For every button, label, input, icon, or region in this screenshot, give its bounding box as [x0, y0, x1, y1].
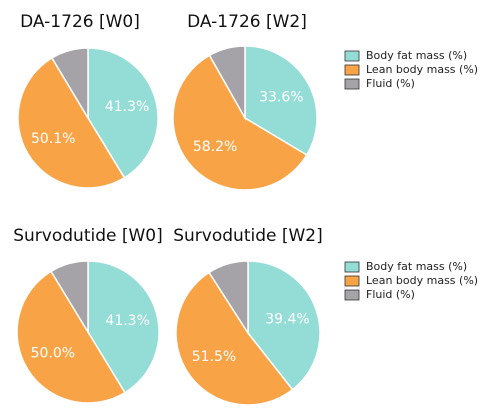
chart-title: Survodutide [W2]: [173, 226, 323, 246]
legend-swatch: [344, 64, 360, 76]
pie-slice: [172, 54, 308, 191]
legend-label: Fluid (%): [366, 77, 415, 90]
pie-slice: [50, 260, 89, 335]
pie-slice: [50, 47, 89, 121]
value-label: 58.2%: [193, 139, 237, 155]
legend-label: Lean body mass (%): [366, 274, 478, 287]
legend-label: Lean body mass (%): [366, 63, 478, 76]
chart-title: DA-1726 [W2]: [187, 12, 307, 32]
value-label: 50.0%: [31, 345, 75, 361]
value-label: 41.3%: [105, 99, 149, 115]
legend-swatch: [344, 261, 360, 273]
value-label: 50.1%: [31, 131, 75, 147]
chart-title: DA-1726 [W0]: [20, 12, 140, 32]
chart-title: Survodutide [W0]: [13, 226, 163, 246]
pie-slice: [16, 270, 126, 404]
value-label: 39.4%: [265, 311, 309, 327]
legend-swatch: [344, 275, 360, 287]
legend-label: Body fat mass (%): [366, 260, 467, 273]
legend-swatch: [344, 289, 360, 301]
pie-slice: [208, 260, 249, 336]
legend-swatch: [344, 78, 360, 90]
value-label: 33.6%: [259, 89, 303, 105]
pie-slice: [208, 45, 246, 121]
value-label: 41.3%: [105, 313, 149, 329]
legend-swatch: [344, 50, 360, 62]
legend-label: Body fat mass (%): [366, 49, 467, 62]
pie-slice: [175, 271, 294, 406]
value-label: 51.5%: [192, 349, 236, 365]
legend-label: Fluid (%): [366, 288, 415, 301]
pie-slice: [244, 45, 318, 157]
pie-slice: [247, 260, 321, 391]
pie-slice: [17, 56, 126, 189]
